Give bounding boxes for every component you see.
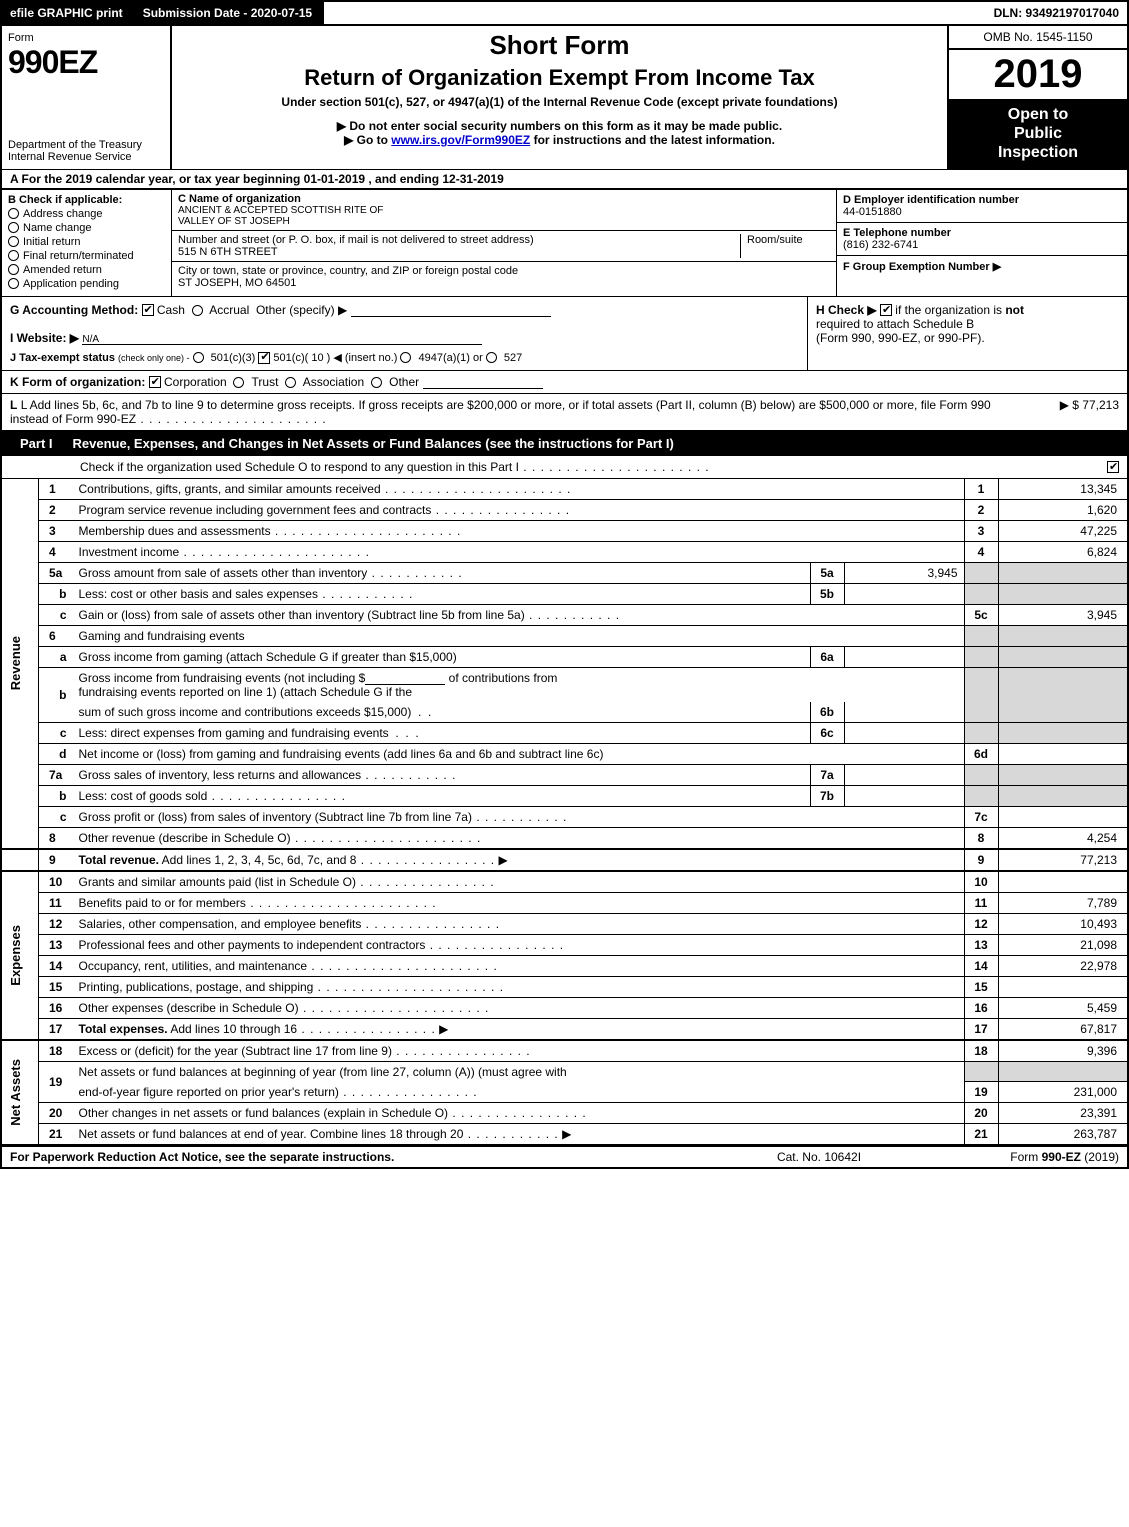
box-b: B Check if applicable: Address change Na…	[2, 190, 172, 296]
line-15-value	[998, 976, 1128, 997]
line-21-value: 263,787	[998, 1124, 1128, 1146]
telephone: (816) 232-6741	[843, 239, 1121, 251]
line-5b-value	[844, 583, 964, 604]
chk-final-return[interactable]: Final return/terminated	[8, 250, 165, 262]
chk-corporation[interactable]	[149, 376, 161, 388]
row-k: K Form of organization: Corporation Trus…	[0, 371, 1129, 394]
room-suite: Room/suite	[740, 234, 830, 258]
line-16-value: 5,459	[998, 997, 1128, 1018]
dln-label: DLN: 93492197017040	[986, 2, 1127, 24]
org-name-2: VALLEY OF ST JOSEPH	[178, 216, 830, 227]
expenses-label: Expenses	[8, 925, 32, 986]
line-6a-value	[844, 646, 964, 667]
tax-period: A For the 2019 calendar year, or tax yea…	[0, 169, 1129, 190]
chk-schedule-b[interactable]	[880, 304, 892, 316]
chk-501c[interactable]	[258, 352, 270, 364]
line-9-value: 77,213	[998, 849, 1128, 871]
note-link-row: ▶ Go to www.irs.gov/Form990EZ for instru…	[182, 133, 937, 147]
page-footer: For Paperwork Reduction Act Notice, see …	[0, 1146, 1129, 1169]
part-1-check-row: Check if the organization used Schedule …	[0, 456, 1129, 479]
chk-address-change[interactable]: Address change	[8, 208, 165, 220]
line-12-value: 10,493	[998, 913, 1128, 934]
line-5c-value: 3,945	[998, 604, 1128, 625]
note-ssn: ▶ Do not enter social security numbers o…	[182, 119, 937, 133]
main-title: Return of Organization Exempt From Incom…	[182, 65, 937, 91]
part-1-table: Revenue 1 Contributions, gifts, grants, …	[0, 479, 1129, 1147]
short-form-title: Short Form	[182, 30, 937, 61]
chk-initial-return[interactable]: Initial return	[8, 236, 165, 248]
top-bar: efile GRAPHIC print Submission Date - 20…	[0, 0, 1129, 26]
open-public-box: Open to Public Inspection	[949, 99, 1127, 169]
row-l: L L Add lines 5b, 6c, and 7b to line 9 t…	[0, 394, 1129, 431]
chk-cash[interactable]	[142, 304, 154, 316]
chk-4947[interactable]	[400, 352, 411, 363]
line-6d-value	[998, 743, 1128, 764]
net-assets-label: Net Assets	[8, 1059, 32, 1126]
revenue-label: Revenue	[8, 636, 32, 690]
line-7a-value	[844, 764, 964, 785]
line-17-value: 67,817	[998, 1018, 1128, 1040]
line-4-value: 6,824	[998, 541, 1128, 562]
tax-year: 2019	[949, 50, 1127, 99]
line-8-value: 4,254	[998, 827, 1128, 849]
line-7c-value	[998, 806, 1128, 827]
catalog-number: Cat. No. 10642I	[719, 1150, 919, 1164]
line-13-value: 21,098	[998, 934, 1128, 955]
line-10-value	[998, 871, 1128, 893]
city-state-zip: ST JOSEPH, MO 64501	[178, 277, 830, 289]
entity-info-block: B Check if applicable: Address change Na…	[0, 190, 1129, 297]
line-6c-value	[844, 722, 964, 743]
chk-name-change[interactable]: Name change	[8, 222, 165, 234]
ein: 44-0151880	[843, 206, 1121, 218]
org-name-1: ANCIENT & ACCEPTED SCOTTISH RITE OF	[178, 205, 830, 216]
row-g-h: G Accounting Method: Cash Accrual Other …	[0, 297, 1129, 371]
submission-date: Submission Date - 2020-07-15	[133, 2, 324, 24]
chk-527[interactable]	[486, 352, 497, 363]
line-2-value: 1,620	[998, 499, 1128, 520]
form-number: 990EZ	[8, 44, 164, 81]
form-word: Form	[8, 32, 164, 44]
website-input[interactable]: N/A	[82, 331, 482, 345]
paperwork-notice: For Paperwork Reduction Act Notice, see …	[10, 1150, 719, 1164]
chk-trust[interactable]	[233, 377, 244, 388]
gross-receipts: ▶ $ 77,213	[999, 398, 1119, 426]
group-exemption: F Group Exemption Number ▶	[843, 260, 1121, 273]
other-method-input[interactable]	[351, 303, 551, 317]
line-5a-value: 3,945	[844, 562, 964, 583]
box-def: D Employer identification number 44-0151…	[837, 190, 1127, 296]
irs-link[interactable]: www.irs.gov/Form990EZ	[391, 133, 530, 147]
line-14-value: 22,978	[998, 955, 1128, 976]
line-1-value: 13,345	[998, 479, 1128, 500]
omb-number: OMB No. 1545-1150	[949, 26, 1127, 50]
chk-schedule-o[interactable]	[1107, 461, 1119, 473]
street-address: 515 N 6TH STREET	[178, 246, 740, 258]
line-19-value: 231,000	[998, 1082, 1128, 1103]
chk-association[interactable]	[285, 377, 296, 388]
chk-other-org[interactable]	[371, 377, 382, 388]
chk-accrual[interactable]	[192, 305, 203, 316]
line-20-value: 23,391	[998, 1103, 1128, 1124]
line-11-value: 7,789	[998, 892, 1128, 913]
form-ref: Form 990-EZ (2019)	[919, 1150, 1119, 1164]
chk-application-pending[interactable]: Application pending	[8, 278, 165, 290]
line-18-value: 9,396	[998, 1040, 1128, 1062]
line-3-value: 47,225	[998, 520, 1128, 541]
dept-line1: Department of the Treasury	[8, 139, 164, 151]
line-7b-value	[844, 785, 964, 806]
subtitle: Under section 501(c), 527, or 4947(a)(1)…	[182, 95, 937, 109]
line-6b-value	[844, 702, 964, 723]
part-1-header: Part I Revenue, Expenses, and Changes in…	[0, 431, 1129, 456]
dept-line2: Internal Revenue Service	[8, 151, 164, 163]
chk-501c3[interactable]	[193, 352, 204, 363]
chk-amended-return[interactable]: Amended return	[8, 264, 165, 276]
form-header: Form 990EZ Department of the Treasury In…	[0, 26, 1129, 169]
box-c: C Name of organization ANCIENT & ACCEPTE…	[172, 190, 837, 296]
efile-label[interactable]: efile GRAPHIC print	[2, 2, 133, 24]
